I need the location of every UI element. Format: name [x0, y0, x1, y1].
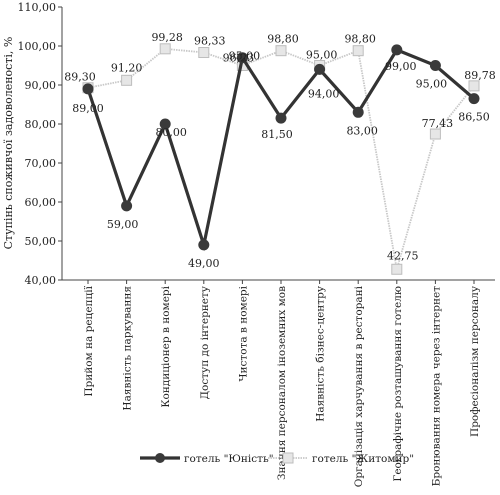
data-label-zhytomyr: 98,80 [344, 33, 376, 46]
data-label-yunist: 99,00 [385, 60, 417, 73]
x-category-label: Знання персоналом іноземних мов [276, 286, 288, 480]
data-label-yunist: 83,00 [346, 124, 378, 137]
data-point [159, 43, 171, 55]
y-axis-title: Ступінь споживчої задоволеності, % [2, 37, 15, 250]
legend-marker [282, 452, 294, 464]
legend: готель "Юність" готель "Житомир" [140, 452, 414, 465]
data-label-yunist: 81,50 [261, 128, 293, 141]
y-tick-labels: 40,00 50,00 60,00 70,00 80,00 90,00 100,00 110,… [18, 1, 62, 287]
data-point [275, 112, 287, 124]
data-label-zhytomyr: 95,00 [229, 50, 261, 63]
data-label-zhytomyr: 42,75 [387, 249, 419, 262]
legend-label: готель "Юність" [184, 453, 274, 465]
legend-item-1: готель "Юність" [140, 453, 274, 465]
y-tick-label: 90,00 [25, 79, 57, 92]
y-tick-label: 70,00 [25, 157, 57, 170]
data-point [352, 45, 364, 57]
x-category-label: Наявність бізнес-центру [315, 285, 327, 422]
data-label-yunist: 95,00 [416, 78, 448, 91]
data-point [468, 80, 480, 92]
data-label-yunist: 59,00 [107, 218, 139, 231]
legend-label: готель "Житомир" [312, 453, 414, 465]
data-point [314, 63, 326, 75]
data-point [121, 200, 133, 212]
data-point [391, 44, 403, 56]
y-axis: 40,00 50,00 60,00 70,00 80,00 90,00 100,00 110,… [18, 1, 63, 287]
data-label-yunist: 94,00 [308, 87, 340, 100]
y-tick-label: 50,00 [25, 235, 57, 248]
data-labels-layer: 89,00 59,00 80,00 49,00 81,50 94,00 83,00 99,00… [64, 31, 496, 270]
y-tick-label: 80,00 [25, 118, 57, 131]
data-label-zhytomyr: 99,28 [151, 31, 183, 44]
y-tick-label: 40,00 [25, 274, 57, 287]
data-point [82, 83, 94, 95]
x-category-label: Доступ до інтернету [199, 285, 211, 399]
data-label-zhytomyr: 95,00 [306, 49, 338, 62]
data-point [159, 118, 171, 130]
x-category-label: Організація харчування в ресторані [353, 285, 365, 487]
data-point [275, 45, 287, 57]
data-label-zhytomyr: 77,43 [422, 117, 454, 130]
data-label-yunist: 86,50 [458, 111, 490, 124]
x-category-label: Кондиціонер в номері [160, 285, 172, 407]
x-axis: Прийом на рецепції Наявність паркування Ко… [62, 279, 495, 487]
data-point [429, 60, 441, 71]
y-tick-label: 60,00 [25, 196, 57, 209]
data-label-yunist: 49,00 [188, 257, 220, 270]
data-label-zhytomyr: 98,80 [267, 33, 299, 46]
data-point [429, 128, 441, 140]
x-category-label: Географічне розташування готелю [392, 286, 404, 482]
x-category-label: Наявність паркування [122, 286, 134, 411]
data-label-zhytomyr: 91,20 [111, 61, 143, 74]
data-point [391, 263, 403, 275]
data-point [121, 74, 133, 86]
data-point [236, 52, 248, 64]
x-category-label: Чистота в номері [237, 285, 249, 381]
data-point [468, 93, 480, 105]
data-label-zhytomyr: 98,33 [194, 35, 226, 48]
data-label-zhytomyr: 89,30 [64, 71, 96, 84]
x-category-label: Прийом на рецепції [83, 285, 95, 396]
data-point [352, 106, 364, 118]
x-category-label: Професіоналізм персоналу [469, 285, 481, 437]
data-point [198, 47, 210, 59]
data-label-extra: 96,23 [223, 52, 255, 65]
data-point [198, 239, 210, 251]
x-category-label: Бронювання номера через інтернет [430, 286, 442, 487]
legend-item-2: готель "Житомир" [268, 452, 414, 465]
data-label-yunist: 80,00 [155, 126, 187, 139]
x-category-labels: Прийом на рецепції Наявність паркування Ко… [83, 280, 481, 487]
series-line [87, 47, 475, 270]
data-label-zhytomyr: 89,78 [464, 69, 496, 82]
y-tick-label: 110,00 [18, 1, 57, 14]
data-label-yunist: 89,00 [72, 102, 104, 115]
series-1 [82, 44, 480, 252]
y-tick-label: 100,00 [18, 40, 57, 53]
legend-marker [155, 453, 165, 463]
series-layer [82, 43, 480, 275]
